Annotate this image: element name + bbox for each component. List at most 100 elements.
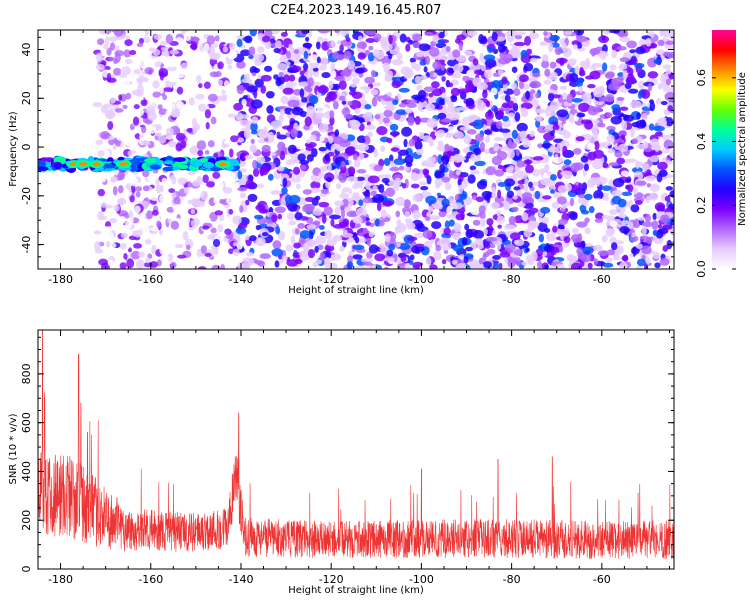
spectrogram-cell (346, 176, 359, 182)
spectrogram-cell (213, 246, 219, 256)
spectrogram-cell (593, 244, 603, 251)
spectrogram-cell (504, 178, 516, 187)
spectrogram-cell (341, 232, 354, 238)
spectrogram-cell (591, 62, 603, 68)
spectrogram-cell (94, 241, 101, 251)
spectrogram-cell (321, 214, 327, 224)
spectrogram-cell (334, 30, 340, 34)
y-tick-label: 40 (20, 43, 33, 57)
spectrogram-cell (143, 36, 151, 44)
spectrogram-cell (335, 54, 346, 60)
spectrogram-cell (521, 196, 533, 204)
spectrogram-cell (176, 258, 184, 265)
spectrogram-cell (472, 219, 481, 226)
spectrogram-cell (653, 125, 665, 132)
spectrogram-band-cell (202, 161, 215, 169)
spectrogram-cell (293, 49, 300, 54)
spectrogram-cell (654, 131, 663, 137)
spectrogram-cell (286, 212, 296, 220)
spectrogram-cell (427, 156, 436, 164)
spectrogram-cell (350, 82, 358, 88)
spectrogram-cell (455, 213, 465, 221)
spectrogram-cell (245, 251, 254, 257)
spectrogram-cell (207, 234, 212, 240)
spectrogram-cell (173, 197, 181, 205)
spectrogram-cell (552, 190, 562, 199)
spectrogram-cell (290, 128, 298, 138)
spectrogram-cell (606, 249, 616, 256)
spectrogram-cell (556, 196, 567, 205)
spectrogram-cell (467, 30, 478, 37)
spectrogram-cell (517, 179, 526, 185)
spectrogram-cell (153, 33, 163, 40)
spectrogram-cell (313, 71, 320, 78)
spectrogram-cell (159, 40, 168, 47)
spectrogram-cell (486, 248, 496, 255)
spectrogram-cell (213, 137, 223, 147)
spectrogram-cell (428, 47, 440, 57)
spectrogram-cell (526, 48, 533, 55)
spectrogram-cell (405, 43, 411, 52)
spectrogram-cell (584, 120, 593, 130)
spectrogram-cell (372, 264, 377, 269)
spectrogram-ylabel: Frequency (Hz) (8, 111, 19, 187)
spectrogram-cell (205, 181, 215, 188)
spectrogram-cell (579, 67, 585, 76)
spectrogram-cell (541, 60, 550, 69)
spectrogram-cell (159, 194, 167, 204)
spectrogram-cell (175, 93, 183, 102)
spectrogram-cell (636, 143, 649, 150)
spectrogram-cell (308, 95, 319, 105)
spectrogram-cell (339, 44, 344, 53)
spectrogram-cell (665, 40, 674, 46)
spectrogram-cell (595, 212, 605, 220)
spectrogram-cell (469, 165, 477, 171)
y-tick-label: 800 (20, 363, 33, 384)
spectrogram-cell (546, 232, 556, 242)
spectrogram-cell (576, 221, 588, 228)
spectrogram-cell (349, 99, 362, 110)
spectrogram-cell (441, 76, 446, 82)
spectrogram-cell (492, 255, 501, 260)
spectrogram-cell (497, 181, 507, 188)
spectrogram-cell (141, 125, 147, 134)
spectrogram-cell (307, 248, 316, 259)
spectrogram-cell (451, 259, 458, 265)
spectrogram-cell (566, 93, 574, 104)
spectrogram-frame (37, 29, 675, 270)
spectrogram-cell (270, 190, 283, 195)
spectrogram-cell (170, 81, 177, 86)
spectrogram-cell (254, 78, 264, 88)
spectrogram-cell (134, 205, 141, 214)
snr-panel: -180 -160 -140 -120 -100 -80 -600200400600800 … (8, 329, 675, 596)
spectrogram-cell (641, 112, 648, 122)
spectrogram-cell (313, 220, 321, 226)
spectrogram-band-cell (163, 160, 174, 165)
spectrogram-cell (304, 196, 315, 203)
spectrogram-cell (448, 112, 460, 121)
spectrogram-cell (544, 264, 549, 269)
spectrogram-cell (232, 242, 238, 247)
spectrogram-cell (447, 105, 454, 113)
spectrogram-cell (299, 88, 305, 98)
spectrogram-cell (332, 234, 343, 242)
spectrogram-cell (379, 36, 389, 47)
spectrogram-cell (321, 72, 331, 79)
spectrogram-cell (605, 112, 613, 118)
x-tick-label: -60 (593, 273, 611, 286)
spectrogram-cell (165, 80, 171, 88)
spectrogram-cell (354, 107, 361, 115)
spectrogram-cell (99, 130, 110, 140)
spectrogram-cell (619, 261, 628, 269)
spectrogram-cell (437, 39, 445, 45)
spectrogram-cell (528, 181, 533, 188)
spectrogram-cell (235, 226, 247, 235)
spectrogram-cell (520, 107, 529, 118)
spectrogram-cell (277, 165, 285, 172)
spectrogram-cell (499, 252, 511, 258)
spectrogram-cell (649, 101, 656, 112)
spectrogram-cell (551, 201, 560, 209)
spectrogram-cell (169, 49, 179, 55)
spectrogram-cell (494, 169, 505, 177)
spectrogram-cell (470, 153, 482, 162)
